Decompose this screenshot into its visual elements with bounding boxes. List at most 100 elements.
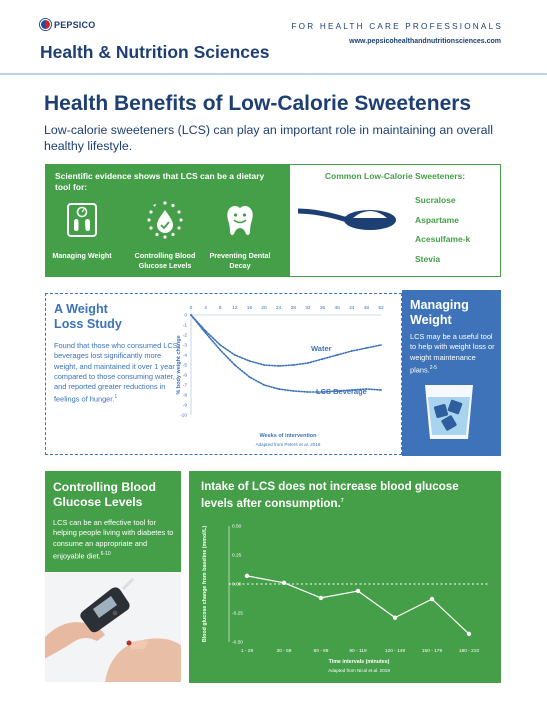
data-point [321, 391, 324, 393]
x-tick-label: 20 [261, 305, 267, 311]
weight-study-panel: A Weight Loss Study Found that those who… [45, 293, 402, 455]
data-point [248, 360, 251, 362]
sweetener-item: Aspartame [415, 214, 459, 225]
evidence-heading: Scientific evidence shows that LCS can b… [55, 171, 265, 192]
series-label-water: Water [311, 344, 332, 353]
x-tick-label: 52 [378, 305, 384, 311]
brand-name: PEPSICO [54, 19, 96, 30]
data-point [321, 358, 324, 360]
data-point [248, 376, 251, 378]
header-divider [0, 73, 547, 75]
data-point [365, 347, 368, 349]
y-tick-label: -1 [183, 323, 188, 329]
data-point [204, 330, 207, 332]
glucose-series-line [246, 575, 470, 635]
page-title: Health Benefits of Low-Calorie Sweetener… [44, 92, 472, 115]
managing-text: LCS may be a useful tool to help with we… [410, 332, 498, 376]
glucose-panel: Controlling Blood Glucose Levels LCS can… [45, 471, 181, 572]
pepsico-logo: PEPSICO [40, 19, 95, 30]
glucose-meter-photo [45, 573, 181, 682]
benefit-dental: Preventing Dental Decay [203, 200, 277, 271]
benefit-glucose: Controlling Blood Glucose Levels [128, 200, 202, 271]
x-tick-label: 30 - 59 [277, 648, 292, 654]
blood-glucose-chart: 0.50 0.25 0.00 -0.25 -0.50 1 - 29 30 - 59 60 -… [202, 524, 489, 673]
x-tick-label: 4 [204, 305, 207, 311]
data-point [336, 354, 339, 356]
y-tick-label: -4 [183, 353, 188, 359]
x-tick-label: 90 - 119 [349, 648, 367, 654]
y-axis-title: Blood glucose change from baseline (mmol… [202, 526, 208, 642]
data-point [233, 364, 236, 366]
x-tick-label: 1 - 29 [241, 648, 254, 654]
series-line-lcs [190, 314, 382, 393]
series-line-water [190, 314, 382, 367]
y-tick-label: -5 [183, 363, 188, 369]
data-point [263, 384, 265, 386]
intake-title: Intake of LCS does not increase blood gl… [201, 479, 491, 511]
sweetener-list: Sucralose Aspartame Acesulfame-k Stevia [415, 195, 470, 273]
data-point [365, 388, 368, 390]
sweetener-item: Acesulfame-k [415, 234, 471, 244]
y-tick-label: -7 [183, 383, 188, 389]
data-point [277, 388, 280, 390]
data-point [350, 389, 353, 391]
y-tick-label: -10 [180, 413, 187, 419]
chart-citation: Adapted from Peters et al. 2016 [256, 442, 321, 447]
brand-title: Health & Nutrition Sciences [40, 42, 270, 62]
weight-study-body: Found that those who consumed LCS bevera… [54, 341, 178, 404]
pepsico-globe-icon [40, 19, 51, 30]
water-glass-icon [425, 385, 473, 439]
data-point [336, 390, 339, 392]
x-tick-label: 44 [349, 305, 355, 311]
data-point [204, 332, 207, 334]
benefit-managing-weight: Managing Weight [45, 200, 119, 261]
y-axis-title: % body weight change [176, 335, 182, 394]
series-label-lcs: LCS Beverage [316, 387, 367, 396]
data-point [318, 595, 324, 601]
weight-change-chart: 0 4 8 12 16 20 24 28 32 36 40 44 48 52 0-1-2-3-4-5-6-… [176, 305, 384, 447]
managing-title-line1: Managing [410, 298, 469, 312]
chart-citation: Adapted from Nicol et al. 2019 [328, 668, 390, 673]
x-tick-label: 48 [364, 305, 370, 311]
y-tick-label: 0 [184, 313, 187, 319]
data-point [263, 364, 265, 366]
y-tick-label: 0.25 [232, 553, 242, 559]
glucose-text: LCS can be an effective tool for helping… [53, 518, 177, 562]
data-point [429, 596, 435, 602]
glucose-drop-icon [147, 201, 183, 239]
glucose-ref: 6-10 [100, 550, 111, 557]
y-tick-label: -2 [183, 333, 188, 339]
glucose-meter-illustration [45, 573, 181, 682]
data-point [244, 573, 250, 579]
weight-study-text: Found that those who consumed LCS bevera… [54, 341, 178, 405]
common-sweeteners-heading: Common Low-Calorie Sweeteners: [324, 171, 466, 181]
intake-title-text: Intake of LCS does not increase blood gl… [201, 480, 459, 510]
sweetener-item: Sucralose [415, 195, 456, 205]
managing-body: LCS may be a useful tool to help with we… [410, 332, 495, 375]
benefit-label: Managing Weight [52, 251, 112, 260]
x-tick-label: 180 - 210 [459, 648, 480, 654]
weight-study-title: A Weight Loss Study [54, 302, 122, 332]
glucose-title: Controlling Blood Glucose Levels [53, 480, 156, 510]
scale-icon [67, 203, 97, 237]
website-link[interactable]: www.pepsicohealthandnutritionsciences.co… [349, 38, 501, 45]
data-point [277, 365, 280, 367]
spoon-icon [298, 208, 396, 230]
x-tick-label: 8 [219, 305, 222, 311]
glucose-title-line2: Glucose Levels [53, 495, 143, 509]
y-tick-label: -6 [183, 373, 188, 379]
data-point [350, 350, 353, 352]
data-point [307, 362, 309, 364]
data-point [392, 615, 398, 620]
data-point [281, 580, 287, 586]
x-axis-title: Weeks of intervention [259, 433, 317, 439]
x-axis-title: Time intervals (minutes) [329, 659, 390, 665]
data-point [292, 364, 295, 366]
data-point [219, 349, 222, 351]
weight-study-title-line1: A Weight [54, 302, 108, 316]
managing-ref: 2-5 [429, 364, 437, 371]
weight-study-title-line2: Loss Study [54, 317, 122, 331]
x-tick-label: 16 [247, 305, 253, 311]
data-point [292, 390, 295, 392]
x-tick-label: 60 - 89 [314, 648, 329, 654]
